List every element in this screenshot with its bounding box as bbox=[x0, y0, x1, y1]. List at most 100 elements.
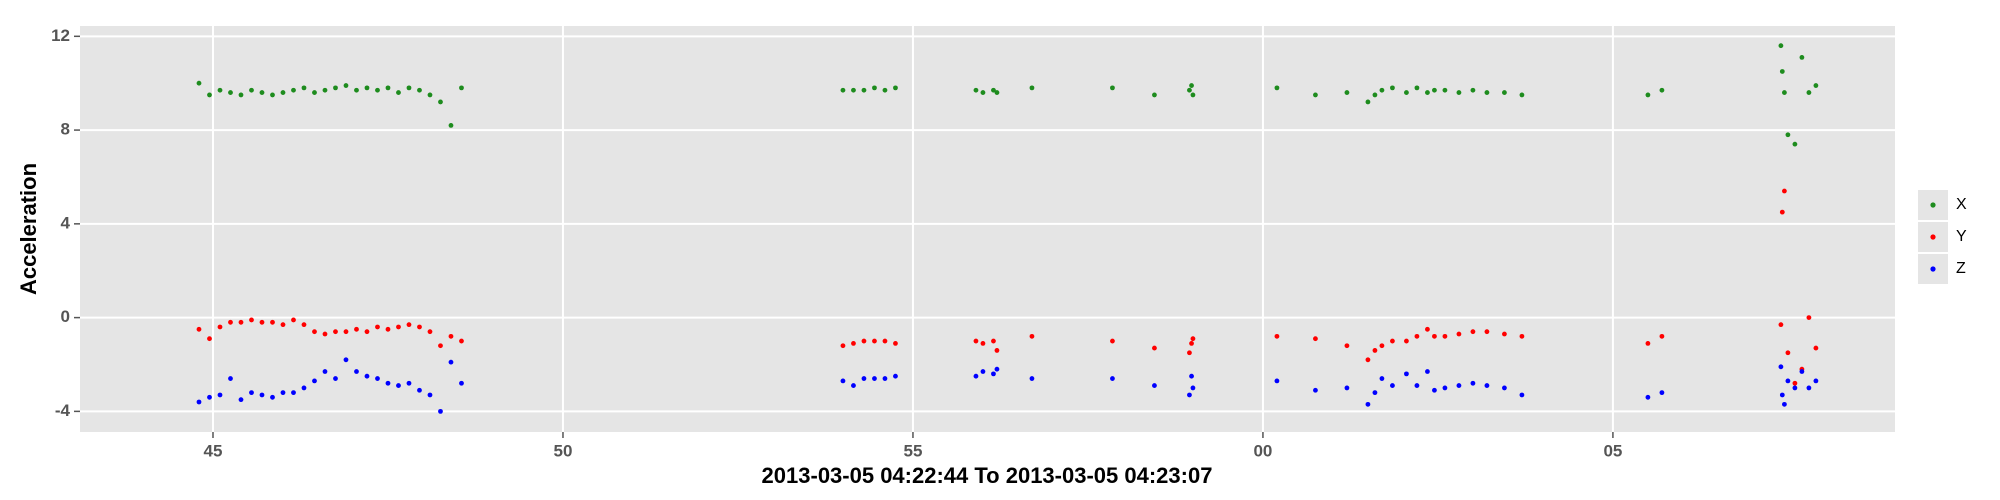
legend-label: Z bbox=[1956, 260, 1966, 277]
data-point bbox=[1442, 385, 1448, 391]
data-point bbox=[980, 340, 986, 346]
data-point bbox=[1792, 385, 1798, 391]
data-point bbox=[1799, 369, 1805, 374]
data-point bbox=[364, 373, 370, 379]
x-tick-label: 00 bbox=[1253, 441, 1272, 460]
data-point bbox=[1414, 333, 1420, 339]
data-point bbox=[1782, 90, 1787, 95]
data-point bbox=[270, 319, 275, 325]
data-point bbox=[343, 83, 349, 88]
data-point bbox=[448, 333, 454, 339]
data-point bbox=[448, 359, 454, 365]
legend-label: X bbox=[1956, 196, 1967, 213]
data-point bbox=[872, 85, 877, 91]
data-point bbox=[427, 329, 433, 335]
data-point bbox=[280, 90, 286, 95]
data-point bbox=[1782, 188, 1787, 194]
data-point bbox=[301, 322, 307, 328]
data-point bbox=[861, 87, 867, 93]
data-point bbox=[882, 376, 888, 381]
data-point bbox=[1344, 385, 1350, 391]
data-point bbox=[1189, 340, 1194, 346]
data-point bbox=[1785, 378, 1791, 384]
data-point bbox=[994, 90, 1000, 95]
data-point bbox=[249, 317, 254, 323]
x-axis-title: 2013-03-05 04:22:44 To 2013-03-05 04:23:… bbox=[762, 463, 1213, 488]
data-point bbox=[840, 87, 846, 93]
data-point bbox=[1502, 385, 1507, 391]
data-point bbox=[301, 85, 307, 91]
data-point bbox=[259, 392, 265, 398]
data-point bbox=[1190, 92, 1196, 98]
data-point bbox=[196, 326, 202, 332]
data-point bbox=[364, 85, 370, 91]
data-point bbox=[312, 90, 317, 95]
data-point bbox=[1372, 348, 1378, 353]
data-point bbox=[861, 338, 867, 344]
data-point bbox=[1425, 326, 1430, 332]
data-point bbox=[1390, 338, 1395, 344]
data-point bbox=[1778, 322, 1784, 328]
data-point bbox=[1645, 92, 1651, 98]
data-point bbox=[322, 331, 328, 337]
data-point bbox=[872, 376, 877, 381]
y-tick-label: 0 bbox=[61, 307, 70, 326]
data-point bbox=[893, 340, 898, 346]
data-point bbox=[427, 392, 433, 398]
data-point bbox=[322, 87, 328, 93]
data-point bbox=[1484, 383, 1490, 388]
data-point bbox=[973, 87, 979, 93]
data-point bbox=[872, 338, 877, 344]
data-point bbox=[1404, 338, 1409, 344]
data-point bbox=[1313, 336, 1318, 342]
data-point bbox=[980, 369, 986, 374]
data-point bbox=[1778, 43, 1784, 49]
data-point bbox=[280, 322, 286, 328]
data-point bbox=[1813, 345, 1819, 351]
data-point bbox=[1274, 85, 1280, 91]
data-point bbox=[973, 338, 979, 344]
data-point bbox=[1432, 387, 1437, 393]
data-point bbox=[851, 383, 856, 388]
data-point bbox=[1519, 333, 1525, 339]
data-point bbox=[238, 319, 244, 325]
data-point bbox=[1029, 333, 1035, 339]
data-point bbox=[1779, 392, 1785, 398]
data-point bbox=[1372, 390, 1378, 396]
data-point bbox=[322, 369, 328, 374]
data-point bbox=[1806, 315, 1812, 321]
legend-marker bbox=[1930, 266, 1936, 272]
data-point bbox=[1152, 92, 1157, 98]
data-point bbox=[459, 85, 464, 91]
data-point bbox=[1502, 331, 1507, 337]
data-point bbox=[459, 338, 464, 344]
data-point bbox=[1379, 376, 1385, 381]
data-point bbox=[1785, 132, 1791, 138]
data-point bbox=[1152, 383, 1157, 388]
data-point bbox=[417, 324, 422, 330]
data-point bbox=[196, 399, 202, 405]
data-point bbox=[1365, 401, 1371, 407]
data-point bbox=[259, 319, 265, 325]
data-point bbox=[238, 397, 244, 403]
data-point bbox=[1470, 329, 1476, 335]
data-point bbox=[1470, 380, 1476, 386]
data-point bbox=[375, 324, 380, 330]
data-point bbox=[427, 92, 433, 98]
data-point bbox=[438, 408, 443, 414]
data-point bbox=[259, 90, 265, 95]
data-point bbox=[1187, 350, 1192, 356]
data-point bbox=[980, 90, 986, 95]
data-point bbox=[280, 390, 286, 396]
data-point bbox=[1187, 87, 1192, 93]
data-point bbox=[406, 380, 412, 386]
data-point bbox=[1456, 90, 1462, 95]
data-point bbox=[991, 338, 996, 344]
data-point bbox=[1404, 90, 1409, 95]
data-point bbox=[840, 343, 846, 349]
data-point bbox=[1484, 90, 1490, 95]
data-point bbox=[438, 99, 443, 105]
data-point bbox=[1110, 85, 1115, 91]
data-point bbox=[196, 80, 202, 86]
